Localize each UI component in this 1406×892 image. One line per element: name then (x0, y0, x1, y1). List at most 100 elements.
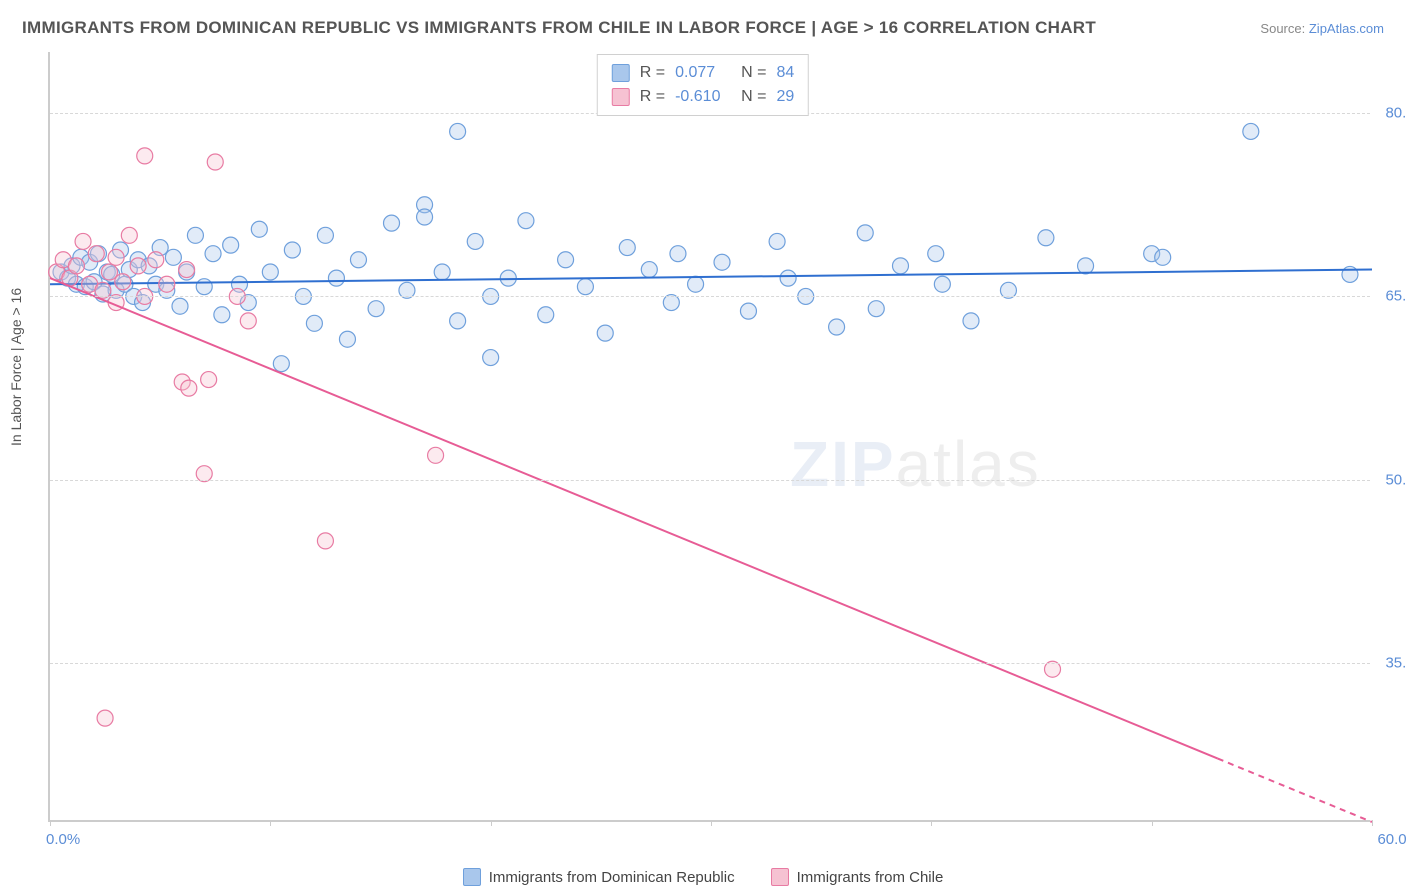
data-point-dominican (597, 325, 613, 341)
data-point-chile (181, 380, 197, 396)
correlation-legend: R =0.077N =84R =-0.610N =29 (597, 54, 809, 116)
data-point-dominican (187, 227, 203, 243)
data-point-chile (121, 227, 137, 243)
data-point-chile (137, 148, 153, 164)
data-point-dominican (205, 246, 221, 262)
trend-line-chile-extrap (1218, 759, 1372, 822)
trend-line-dominican (50, 270, 1372, 285)
swatch-dominican (612, 64, 630, 82)
data-point-dominican (339, 331, 355, 347)
data-point-dominican (857, 225, 873, 241)
data-point-chile (159, 276, 175, 292)
data-point-dominican (306, 315, 322, 331)
legend-label: Immigrants from Dominican Republic (489, 869, 735, 886)
trend-line-chile (50, 278, 1218, 758)
legend-item-dominican: Immigrants from Dominican Republic (463, 868, 735, 886)
data-point-dominican (251, 221, 267, 237)
data-point-dominican (688, 276, 704, 292)
data-point-chile (108, 249, 124, 265)
data-point-dominican (868, 301, 884, 317)
data-point-dominican (417, 209, 433, 225)
data-point-dominican (1078, 258, 1094, 274)
data-point-dominican (317, 227, 333, 243)
data-point-chile (97, 710, 113, 726)
correlation-row-dominican: R = 0.077 N = 84 (612, 61, 794, 85)
data-point-dominican (670, 246, 686, 262)
title-bar: IMMIGRANTS FROM DOMINICAN REPUBLIC VS IM… (22, 18, 1384, 38)
legend-item-chile: Immigrants from Chile (771, 868, 944, 886)
data-point-dominican (641, 262, 657, 278)
x-tick-mark (491, 820, 492, 826)
data-point-dominican (577, 279, 593, 295)
data-point-dominican (196, 279, 212, 295)
gridline-h (50, 663, 1370, 664)
data-point-chile (207, 154, 223, 170)
n-value: 84 (776, 61, 794, 85)
gridline-h (50, 296, 1370, 297)
data-point-dominican (284, 242, 300, 258)
source-label: Source: (1260, 21, 1305, 36)
data-point-dominican (273, 356, 289, 372)
data-point-chile (317, 533, 333, 549)
y-tick-label: 80.0% (1385, 105, 1406, 122)
data-point-dominican (350, 252, 366, 268)
data-point-chile (68, 258, 84, 274)
data-point-dominican (928, 246, 944, 262)
data-point-dominican (1155, 249, 1171, 265)
x-tick-mark (711, 820, 712, 826)
data-point-chile (148, 252, 164, 268)
data-point-dominican (450, 123, 466, 139)
data-point-dominican (165, 249, 181, 265)
data-point-dominican (1243, 123, 1259, 139)
data-point-chile (115, 274, 131, 290)
data-point-chile (428, 447, 444, 463)
gridline-h (50, 480, 1370, 481)
x-tick-mark (50, 820, 51, 826)
x-tick-mark (931, 820, 932, 826)
data-point-dominican (934, 276, 950, 292)
data-point-dominican (538, 307, 554, 323)
data-point-dominican (963, 313, 979, 329)
legend-label: Immigrants from Chile (797, 869, 944, 886)
x-tick-label-min: 0.0% (46, 831, 80, 848)
x-tick-mark (1152, 820, 1153, 826)
data-point-chile (88, 246, 104, 262)
n-value: 29 (776, 85, 794, 109)
source-attribution: Source: ZipAtlas.com (1260, 21, 1384, 36)
swatch-dominican (463, 868, 481, 886)
data-point-dominican (467, 233, 483, 249)
data-point-dominican (434, 264, 450, 280)
y-tick-label: 65.0% (1385, 288, 1406, 305)
data-point-dominican (214, 307, 230, 323)
swatch-chile (612, 88, 630, 106)
data-point-dominican (714, 254, 730, 270)
data-point-dominican (558, 252, 574, 268)
data-point-dominican (518, 213, 534, 229)
data-point-dominican (368, 301, 384, 317)
r-value: 0.077 (675, 61, 731, 85)
chart-svg (50, 52, 1370, 820)
data-point-chile (101, 264, 117, 280)
source-link[interactable]: ZipAtlas.com (1309, 21, 1384, 36)
data-point-dominican (328, 270, 344, 286)
data-point-dominican (769, 233, 785, 249)
y-tick-label: 35.0% (1385, 655, 1406, 672)
n-label: N = (741, 85, 766, 109)
series-legend: Immigrants from Dominican Republic Immigr… (0, 868, 1406, 886)
x-tick-label-max: 60.0% (1377, 831, 1406, 848)
data-point-dominican (384, 215, 400, 231)
plot-area: ZIPatlas 35.0%50.0%65.0%80.0%0.0%60.0% (48, 52, 1370, 822)
n-label: N = (741, 61, 766, 85)
r-label: R = (640, 61, 665, 85)
chart-title: IMMIGRANTS FROM DOMINICAN REPUBLIC VS IM… (22, 18, 1096, 38)
data-point-chile (201, 372, 217, 388)
data-point-dominican (172, 298, 188, 314)
data-point-dominican (740, 303, 756, 319)
x-tick-mark (270, 820, 271, 826)
data-point-dominican (223, 237, 239, 253)
data-point-chile (240, 313, 256, 329)
y-tick-label: 50.0% (1385, 471, 1406, 488)
data-point-dominican (450, 313, 466, 329)
swatch-chile (771, 868, 789, 886)
data-point-dominican (619, 240, 635, 256)
